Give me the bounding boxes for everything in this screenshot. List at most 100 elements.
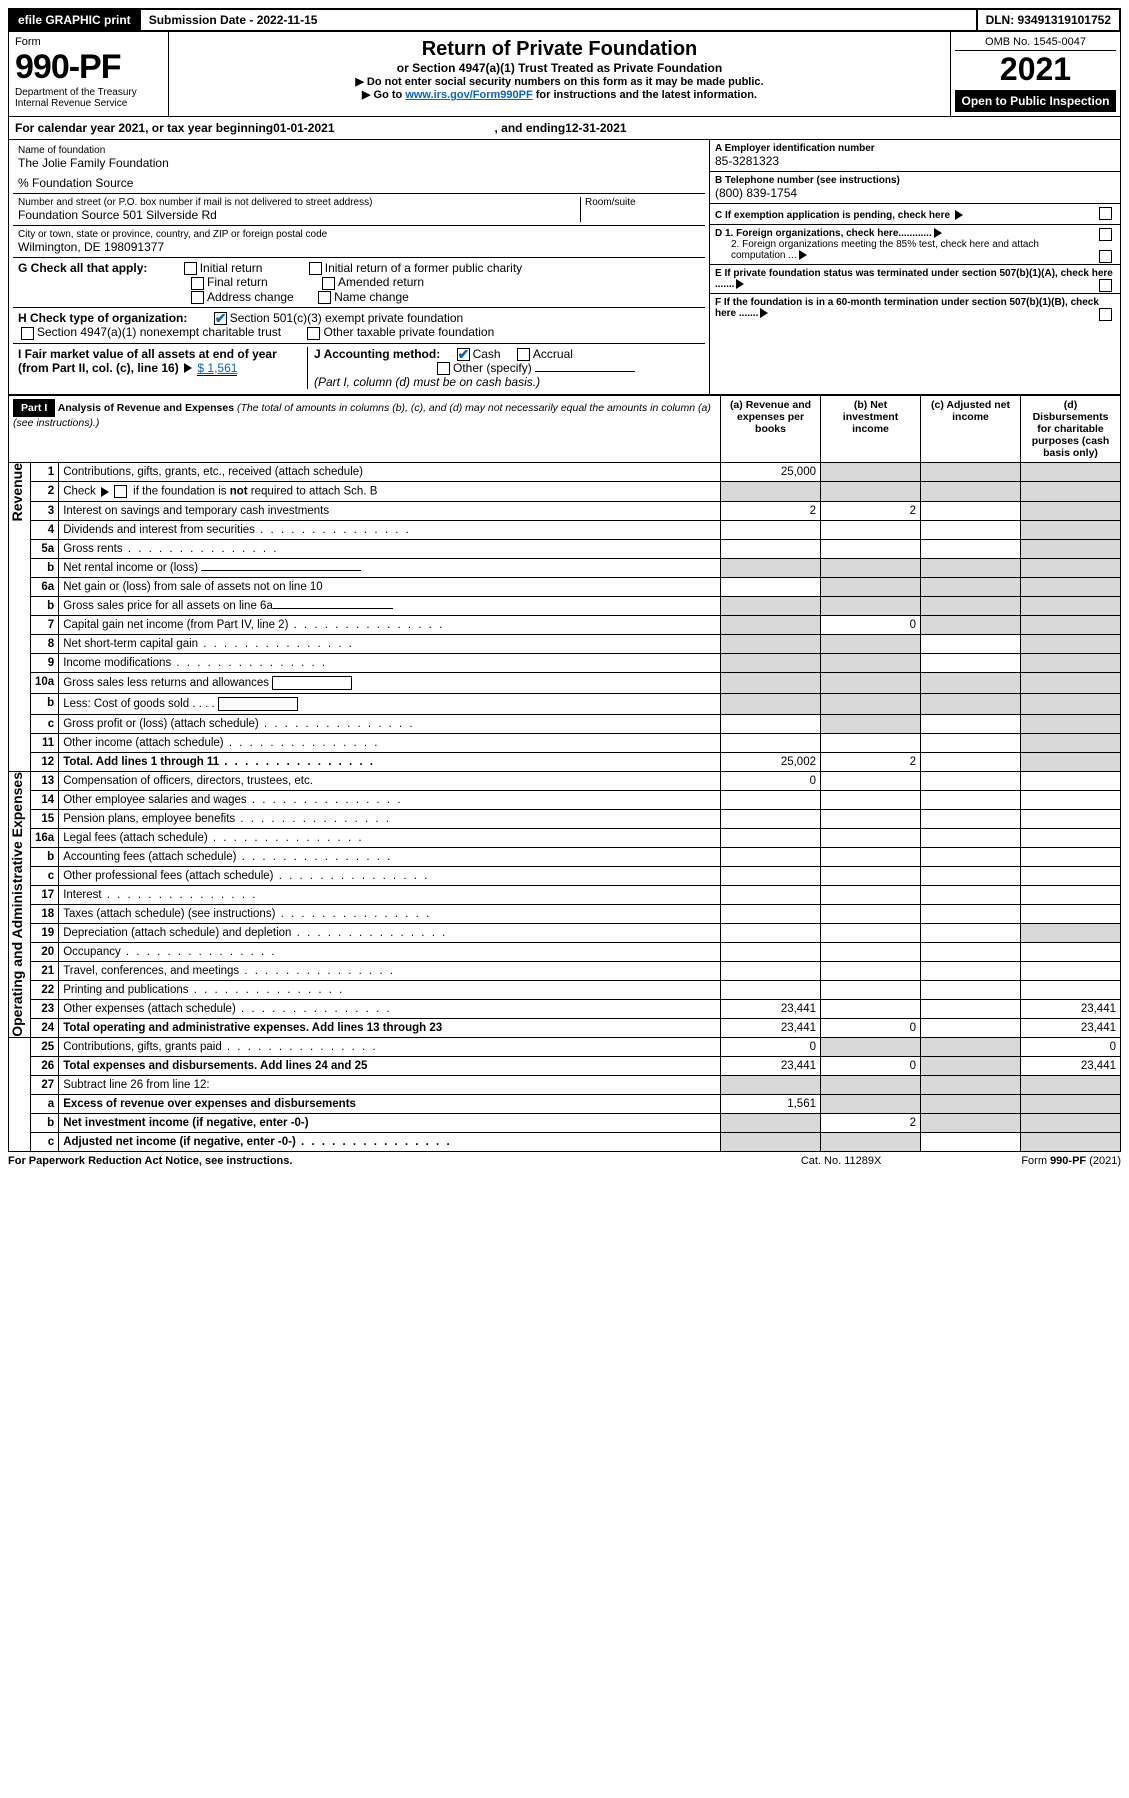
b-label: B Telephone number (see instructions)	[715, 175, 1115, 186]
j-note: (Part I, column (d) must be on cash basi…	[314, 375, 540, 389]
col-a-header: (a) Revenue and expenses per books	[721, 396, 821, 463]
pct-source: % Foundation Source	[18, 176, 700, 190]
j-label: J Accounting method:	[314, 347, 440, 361]
submission-date: Submission Date - 2022-11-15	[141, 10, 326, 30]
line-3: Interest on savings and temporary cash i…	[59, 502, 721, 521]
footer-left: For Paperwork Reduction Act Notice, see …	[8, 1155, 292, 1167]
form-note2: ▶ Go to www.irs.gov/Form990PF for instru…	[179, 88, 940, 101]
l24-a: 23,441	[721, 1019, 821, 1038]
l26-b: 0	[821, 1057, 921, 1076]
line-24: Total operating and administrative expen…	[59, 1019, 721, 1038]
line-8: Net short-term capital gain	[59, 635, 721, 654]
page-footer: For Paperwork Reduction Act Notice, see …	[8, 1152, 1121, 1170]
chk-4947[interactable]	[21, 327, 34, 340]
line-13: Compensation of officers, directors, tru…	[59, 772, 721, 791]
line-25: Contributions, gifts, grants paid	[59, 1038, 721, 1057]
foundation-name: The Jolie Family Foundation	[18, 156, 700, 170]
chk-c[interactable]	[1099, 207, 1112, 220]
part1-table: Part I Analysis of Revenue and Expenses …	[8, 395, 1121, 1152]
line-17: Interest	[59, 886, 721, 905]
l27a-a: 1,561	[721, 1095, 821, 1114]
chk-name[interactable]	[318, 291, 331, 304]
line-5b: Net rental income or (loss)	[59, 559, 721, 578]
chk-e[interactable]	[1099, 279, 1112, 292]
chk-address[interactable]	[191, 291, 204, 304]
line-12: Total. Add lines 1 through 11	[59, 753, 721, 772]
dln: DLN: 93491319101752	[976, 10, 1119, 30]
foundation-city: Wilmington, DE 198091377	[18, 240, 700, 254]
line-16c: Other professional fees (attach schedule…	[59, 867, 721, 886]
line-1: Contributions, gifts, grants, etc., rece…	[59, 463, 721, 482]
chk-f[interactable]	[1099, 308, 1112, 321]
col-b-header: (b) Net investment income	[821, 396, 921, 463]
chk-501c3[interactable]	[214, 312, 227, 325]
l3-b: 2	[821, 502, 921, 521]
l24-b: 0	[821, 1019, 921, 1038]
g-label: G Check all that apply:	[18, 261, 147, 275]
c-label: C If exemption application is pending, c…	[715, 210, 950, 221]
chk-final[interactable]	[191, 277, 204, 290]
omb-number: OMB No. 1545-0047	[955, 36, 1116, 51]
irs-link[interactable]: www.irs.gov/Form990PF	[405, 89, 532, 101]
telephone: (800) 839-1754	[715, 186, 1115, 200]
form-subtitle: or Section 4947(a)(1) Trust Treated as P…	[179, 61, 940, 75]
l23-a: 23,441	[721, 1000, 821, 1019]
chk-other-acc[interactable]	[437, 362, 450, 375]
l26-d: 23,441	[1021, 1057, 1121, 1076]
l24-d: 23,441	[1021, 1019, 1121, 1038]
l25-d: 0	[1021, 1038, 1121, 1057]
room-label: Room/suite	[585, 197, 700, 208]
chk-initial-public[interactable]	[309, 262, 322, 275]
foundation-address: Foundation Source 501 Silverside Rd	[18, 208, 580, 222]
identity-row: Name of foundation The Jolie Family Foun…	[8, 140, 1121, 395]
line-27b: Net investment income (if negative, ente…	[59, 1114, 721, 1133]
revenue-side-label: Revenue	[9, 463, 25, 521]
form-label: Form	[15, 36, 162, 48]
footer-form: Form 990-PF (2021)	[1021, 1155, 1121, 1167]
i-value[interactable]: $ 1,561	[197, 361, 237, 376]
part1-title: Analysis of Revenue and Expenses	[58, 402, 234, 414]
line-27a: Excess of revenue over expenses and disb…	[59, 1095, 721, 1114]
l12-a: 25,002	[721, 753, 821, 772]
line-22: Printing and publications	[59, 981, 721, 1000]
line-5a: Gross rents	[59, 540, 721, 559]
footer-cat: Cat. No. 11289X	[801, 1155, 882, 1167]
chk-cash[interactable]	[457, 348, 470, 361]
e-label: E If private foundation status was termi…	[715, 268, 1113, 290]
efile-button[interactable]: efile GRAPHIC print	[10, 10, 141, 30]
chk-schb[interactable]	[114, 485, 127, 498]
line-2: Check if the foundation is not required …	[59, 482, 721, 502]
dept-treasury: Department of the Treasury	[15, 87, 162, 98]
l27b-b: 2	[821, 1114, 921, 1133]
chk-initial[interactable]	[184, 262, 197, 275]
col-d-header: (d) Disbursements for charitable purpose…	[1021, 396, 1121, 463]
f-label: F If the foundation is in a 60-month ter…	[715, 297, 1099, 319]
chk-d1[interactable]	[1099, 228, 1112, 241]
l23-d: 23,441	[1021, 1000, 1121, 1019]
l25-a: 0	[721, 1038, 821, 1057]
tax-year: 2021	[955, 51, 1116, 88]
line-18: Taxes (attach schedule) (see instruction…	[59, 905, 721, 924]
chk-accrual[interactable]	[517, 348, 530, 361]
line-27: Subtract line 26 from line 12:	[59, 1076, 721, 1095]
year-end: 12-31-2021	[565, 121, 626, 135]
form-title: Return of Private Foundation	[179, 38, 940, 61]
name-label: Name of foundation	[18, 145, 700, 156]
chk-other-tax[interactable]	[307, 327, 320, 340]
l3-a: 2	[721, 502, 821, 521]
line-6a: Net gain or (loss) from sale of assets n…	[59, 578, 721, 597]
line-14: Other employee salaries and wages	[59, 791, 721, 810]
city-label: City or town, state or province, country…	[18, 229, 700, 240]
line-10b: Less: Cost of goods sold . . . .	[59, 694, 721, 715]
expenses-side-label: Operating and Administrative Expenses	[9, 772, 25, 1037]
chk-amended[interactable]	[322, 277, 335, 290]
l26-a: 23,441	[721, 1057, 821, 1076]
calendar-year-row: For calendar year 2021, or tax year begi…	[8, 117, 1121, 140]
line-15: Pension plans, employee benefits	[59, 810, 721, 829]
form-note1: ▶ Do not enter social security numbers o…	[179, 75, 940, 88]
line-7: Capital gain net income (from Part IV, l…	[59, 616, 721, 635]
chk-d2[interactable]	[1099, 250, 1112, 263]
ein: 85-3281323	[715, 154, 1115, 168]
l13-a: 0	[721, 772, 821, 791]
line-23: Other expenses (attach schedule)	[59, 1000, 721, 1019]
